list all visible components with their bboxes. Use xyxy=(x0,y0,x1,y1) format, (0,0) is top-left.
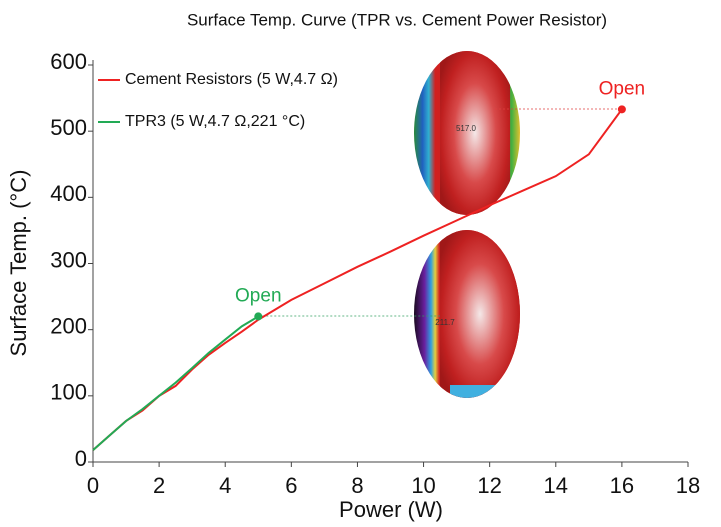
x-tick-label: 4 xyxy=(219,473,231,498)
y-tick-label: 100 xyxy=(50,380,87,405)
inset-bottom xyxy=(414,230,520,398)
chart-title: Surface Temp. Curve (TPR vs. Cement Powe… xyxy=(187,10,607,29)
legend-label: Cement Resistors (5 W,4.7 Ω) xyxy=(125,71,338,88)
y-tick-label: 500 xyxy=(50,115,87,140)
annotation: Open xyxy=(235,285,281,306)
legend-label: TPR3 (5 W,4.7 Ω,221 °C) xyxy=(125,113,305,130)
series-line xyxy=(93,109,622,450)
x-tick-label: 16 xyxy=(610,473,634,498)
annotation: Open xyxy=(599,78,645,99)
open-marker xyxy=(254,312,262,320)
x-axis-title: Power (W) xyxy=(339,497,443,522)
x-tick-label: 10 xyxy=(411,473,435,498)
x-tick-label: 12 xyxy=(477,473,501,498)
y-axis-title: Surface Temp. (°C) xyxy=(6,170,31,357)
inset-label: 211.7 xyxy=(435,318,455,327)
y-tick-label: 300 xyxy=(50,247,87,272)
inset-label: 517.0 xyxy=(456,124,477,133)
x-tick-label: 6 xyxy=(285,473,297,498)
y-tick-label: 0 xyxy=(75,446,87,471)
y-tick-label: 200 xyxy=(50,313,87,338)
y-tick-label: 600 xyxy=(50,49,87,74)
x-tick-label: 18 xyxy=(676,473,700,498)
x-tick-label: 0 xyxy=(87,473,99,498)
chart: Surface Temp. Curve (TPR vs. Cement Powe… xyxy=(0,0,721,527)
x-tick-label: 14 xyxy=(544,473,568,498)
x-tick-label: 8 xyxy=(351,473,363,498)
y-tick-label: 400 xyxy=(50,181,87,206)
x-tick-label: 2 xyxy=(153,473,165,498)
open-marker xyxy=(618,105,626,113)
